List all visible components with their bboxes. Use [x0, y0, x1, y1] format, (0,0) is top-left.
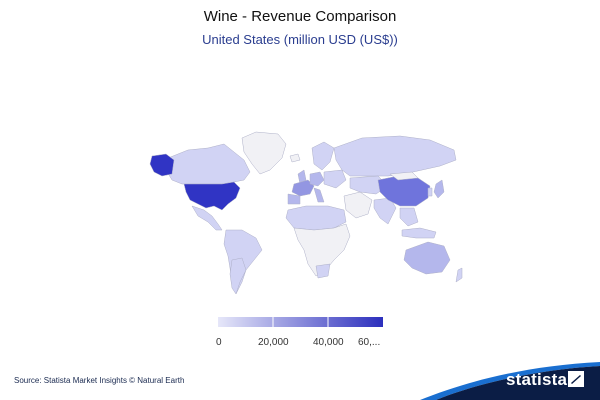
country-germany[interactable]: [309, 171, 325, 187]
legend-gradient-bar: [218, 317, 383, 327]
country-central-africa[interactable]: [293, 223, 351, 277]
chart-subtitle: United States (million USD (US$)): [202, 32, 398, 47]
country-mexico[interactable]: [191, 205, 223, 231]
country-russia[interactable]: [333, 135, 457, 177]
country-mongolia[interactable]: [389, 171, 419, 181]
country-indonesia[interactable]: [401, 227, 437, 239]
country-australia[interactable]: [403, 241, 451, 275]
legend-label-20000: 20,000: [258, 337, 289, 348]
brand-swoosh: [420, 362, 600, 400]
legend-label-0: 0: [216, 337, 222, 348]
country-southeast-asia[interactable]: [399, 207, 419, 227]
statista-logo-icon[interactable]: [568, 371, 584, 387]
country-argentina[interactable]: [229, 257, 247, 295]
brand-dark-curve: [436, 366, 600, 400]
world-map: [149, 131, 463, 295]
country-usa-alaska[interactable]: [149, 153, 175, 177]
legend-label-40000: 40,000: [313, 337, 344, 348]
legend-label-60000: 60,...: [358, 337, 381, 348]
brand-accent-curve: [420, 362, 600, 400]
country-korea[interactable]: [427, 187, 433, 197]
country-uk[interactable]: [297, 169, 307, 185]
country-spain[interactable]: [287, 193, 301, 205]
country-italy[interactable]: [313, 187, 325, 203]
country-eastern-europe[interactable]: [323, 169, 347, 189]
country-scandinavia[interactable]: [311, 141, 335, 171]
country-usa[interactable]: [183, 181, 241, 211]
statista-logo-text[interactable]: statista: [506, 370, 568, 389]
source-credit: Source: Statista Market Insights © Natur…: [14, 376, 185, 385]
country-middle-east[interactable]: [343, 191, 373, 219]
chart-title: Wine - Revenue Comparison: [203, 8, 397, 25]
country-france[interactable]: [291, 179, 315, 197]
country-greenland[interactable]: [241, 131, 287, 175]
country-japan[interactable]: [433, 179, 445, 199]
country-north-africa[interactable]: [285, 205, 347, 231]
country-south-africa[interactable]: [315, 263, 331, 279]
legend-color-scale: [218, 317, 383, 327]
country-new-zealand[interactable]: [455, 267, 463, 283]
country-iceland[interactable]: [289, 153, 301, 163]
country-canada[interactable]: [165, 143, 251, 185]
